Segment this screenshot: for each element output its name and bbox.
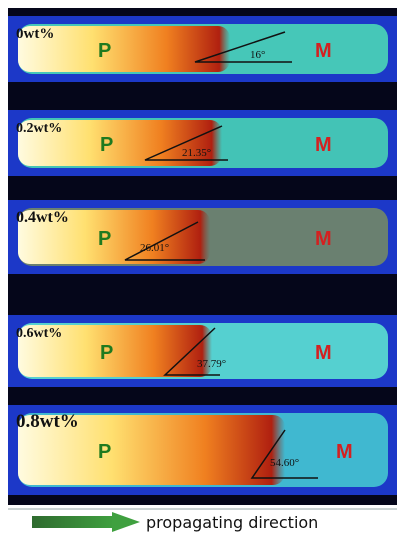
arrow-shaft	[32, 516, 114, 528]
sample-label: 0.2wt%	[16, 121, 62, 136]
hot-zone	[18, 210, 210, 264]
angle-label: 26.01°	[140, 242, 169, 254]
p-label: P	[98, 228, 111, 250]
hot-zone	[18, 415, 285, 485]
angle-mark	[124, 221, 205, 261]
hot-zone	[18, 26, 230, 72]
m-label: M	[315, 134, 332, 156]
angle-label: 54.60°	[270, 457, 299, 469]
angle-mark	[163, 327, 220, 376]
angle-mark	[250, 429, 318, 479]
sample-label: 0.6wt%	[16, 326, 62, 341]
hot-zone	[18, 120, 222, 166]
caption: propagating direction	[146, 513, 318, 532]
angle-label: 16°	[250, 49, 265, 61]
p-label: P	[98, 441, 111, 463]
arrow-head	[112, 512, 140, 532]
hot-zone	[18, 325, 212, 377]
angle-mark	[144, 125, 228, 161]
m-label: M	[315, 40, 332, 62]
p-label: P	[100, 134, 113, 156]
sample-label: 0.4wt%	[16, 209, 69, 226]
m-label: M	[315, 228, 332, 250]
angle-mark	[194, 31, 292, 63]
m-label: M	[336, 441, 353, 463]
sample-label: 0wt%	[16, 26, 54, 42]
angle-label: 37.79°	[197, 358, 226, 370]
sample-label: 0.8wt%	[16, 411, 79, 432]
p-label: P	[98, 40, 111, 62]
p-label: P	[100, 342, 113, 364]
m-label: M	[315, 342, 332, 364]
angle-label: 21.35°	[182, 147, 211, 159]
